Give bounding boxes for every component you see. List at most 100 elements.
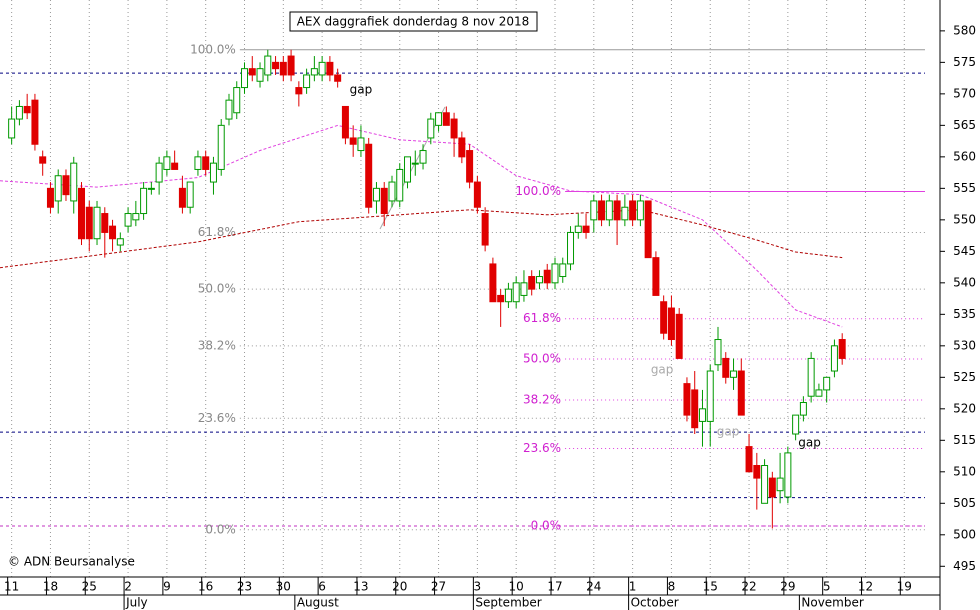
- fib-label: 100.0%: [515, 184, 561, 198]
- candle-body: [683, 383, 691, 416]
- fib-label: 50.0%: [523, 352, 561, 366]
- fib-label: 38.2%: [523, 392, 561, 406]
- fib-label: 61.8%: [198, 225, 236, 239]
- candle-body: [714, 339, 722, 366]
- candle-body: [326, 61, 334, 76]
- x-tick-label: 2: [124, 580, 132, 594]
- fib-label: 0.0%: [205, 522, 236, 536]
- candle-body: [101, 213, 109, 233]
- fib-label: 100.0%: [190, 42, 236, 56]
- candle-body: [768, 477, 776, 498]
- x-tick-label: 13: [353, 580, 368, 594]
- month-label: September: [475, 596, 541, 610]
- candle-body: [427, 118, 435, 139]
- candle-body: [636, 200, 644, 221]
- candle-body: [512, 282, 520, 303]
- candle-body: [341, 105, 349, 139]
- candle-body: [396, 168, 404, 202]
- candle-body: [784, 452, 792, 498]
- candle-body: [466, 150, 474, 183]
- candle-body: [318, 61, 326, 76]
- x-tick-label: 5: [823, 580, 831, 594]
- candle-body: [667, 307, 675, 341]
- candle-body: [357, 137, 365, 152]
- x-tick-label: 24: [586, 580, 601, 594]
- moving-average: [0, 209, 843, 269]
- candle-body: [8, 118, 16, 139]
- candle-body: [435, 112, 443, 126]
- month-label: October: [631, 596, 679, 610]
- candle-body: [473, 181, 481, 208]
- candle-body: [54, 175, 62, 202]
- fib-label: 23.6%: [523, 441, 561, 455]
- x-tick-label: 27: [431, 580, 446, 594]
- candle-body: [830, 345, 838, 372]
- candle-body: [761, 465, 769, 504]
- candle-body: [730, 370, 738, 378]
- candle-body: [543, 269, 551, 284]
- candle-body: [574, 225, 582, 233]
- y-tick-label: 505: [953, 496, 976, 510]
- candle-body: [46, 187, 54, 208]
- y-tick-label: 525: [953, 370, 976, 384]
- candle-body: [31, 99, 39, 145]
- y-tick-label: 535: [953, 307, 976, 321]
- candle-body: [116, 238, 124, 246]
- x-tick-label: 1: [629, 580, 637, 594]
- candle-body: [598, 200, 606, 221]
- y-tick-label: 575: [953, 55, 976, 69]
- candle-body: [551, 263, 559, 284]
- candle-body: [504, 288, 512, 303]
- y-tick-label: 495: [953, 559, 976, 573]
- chart-title: AEX daggrafiek donderdag 8 nov 2018: [297, 15, 530, 29]
- candle-body: [264, 55, 272, 76]
- title-box: [289, 11, 538, 32]
- candle-body: [388, 181, 396, 202]
- annotation: gap: [651, 362, 674, 376]
- month-label: July: [125, 596, 148, 610]
- candle-body: [365, 143, 373, 208]
- month-label: November: [801, 596, 863, 610]
- annotation: gap: [798, 435, 821, 449]
- candle-body: [520, 282, 528, 296]
- x-tick-label: 30: [276, 580, 291, 594]
- candle-body: [605, 200, 613, 221]
- candle-body: [489, 263, 497, 303]
- candle-body: [582, 225, 590, 233]
- candle-body: [171, 162, 179, 170]
- candle-body: [70, 162, 78, 202]
- y-tick-label: 565: [953, 118, 976, 132]
- candle-body: [838, 339, 846, 359]
- candle-body: [39, 156, 47, 164]
- candle-body: [194, 156, 202, 170]
- candle-body: [799, 402, 807, 416]
- fib-label: 0.0%: [531, 518, 562, 532]
- x-tick-label: 3: [474, 580, 482, 594]
- candle-body: [256, 68, 264, 82]
- candle-body: [186, 181, 194, 208]
- y-tick-label: 500: [953, 527, 976, 541]
- x-tick-label: 23: [237, 580, 252, 594]
- candle-body: [419, 150, 427, 164]
- candle-body: [698, 408, 706, 422]
- candle-body: [660, 301, 668, 334]
- candle-body: [163, 156, 171, 170]
- candle-body: [528, 276, 536, 290]
- candle-body: [217, 124, 225, 170]
- candle-body: [349, 137, 357, 145]
- x-tick-label: 18: [43, 580, 58, 594]
- y-tick-label: 555: [953, 181, 976, 195]
- candle-body: [776, 477, 784, 492]
- candle-body: [613, 200, 621, 221]
- candle-body: [722, 357, 730, 378]
- candle-body: [737, 370, 745, 416]
- x-tick-label: 10: [509, 580, 524, 594]
- candle-body: [15, 105, 23, 120]
- candle-body: [567, 231, 575, 265]
- candle-body: [93, 206, 101, 240]
- candle-body: [85, 206, 93, 240]
- fib-label: 23.6%: [198, 411, 236, 425]
- candle-body: [458, 137, 466, 158]
